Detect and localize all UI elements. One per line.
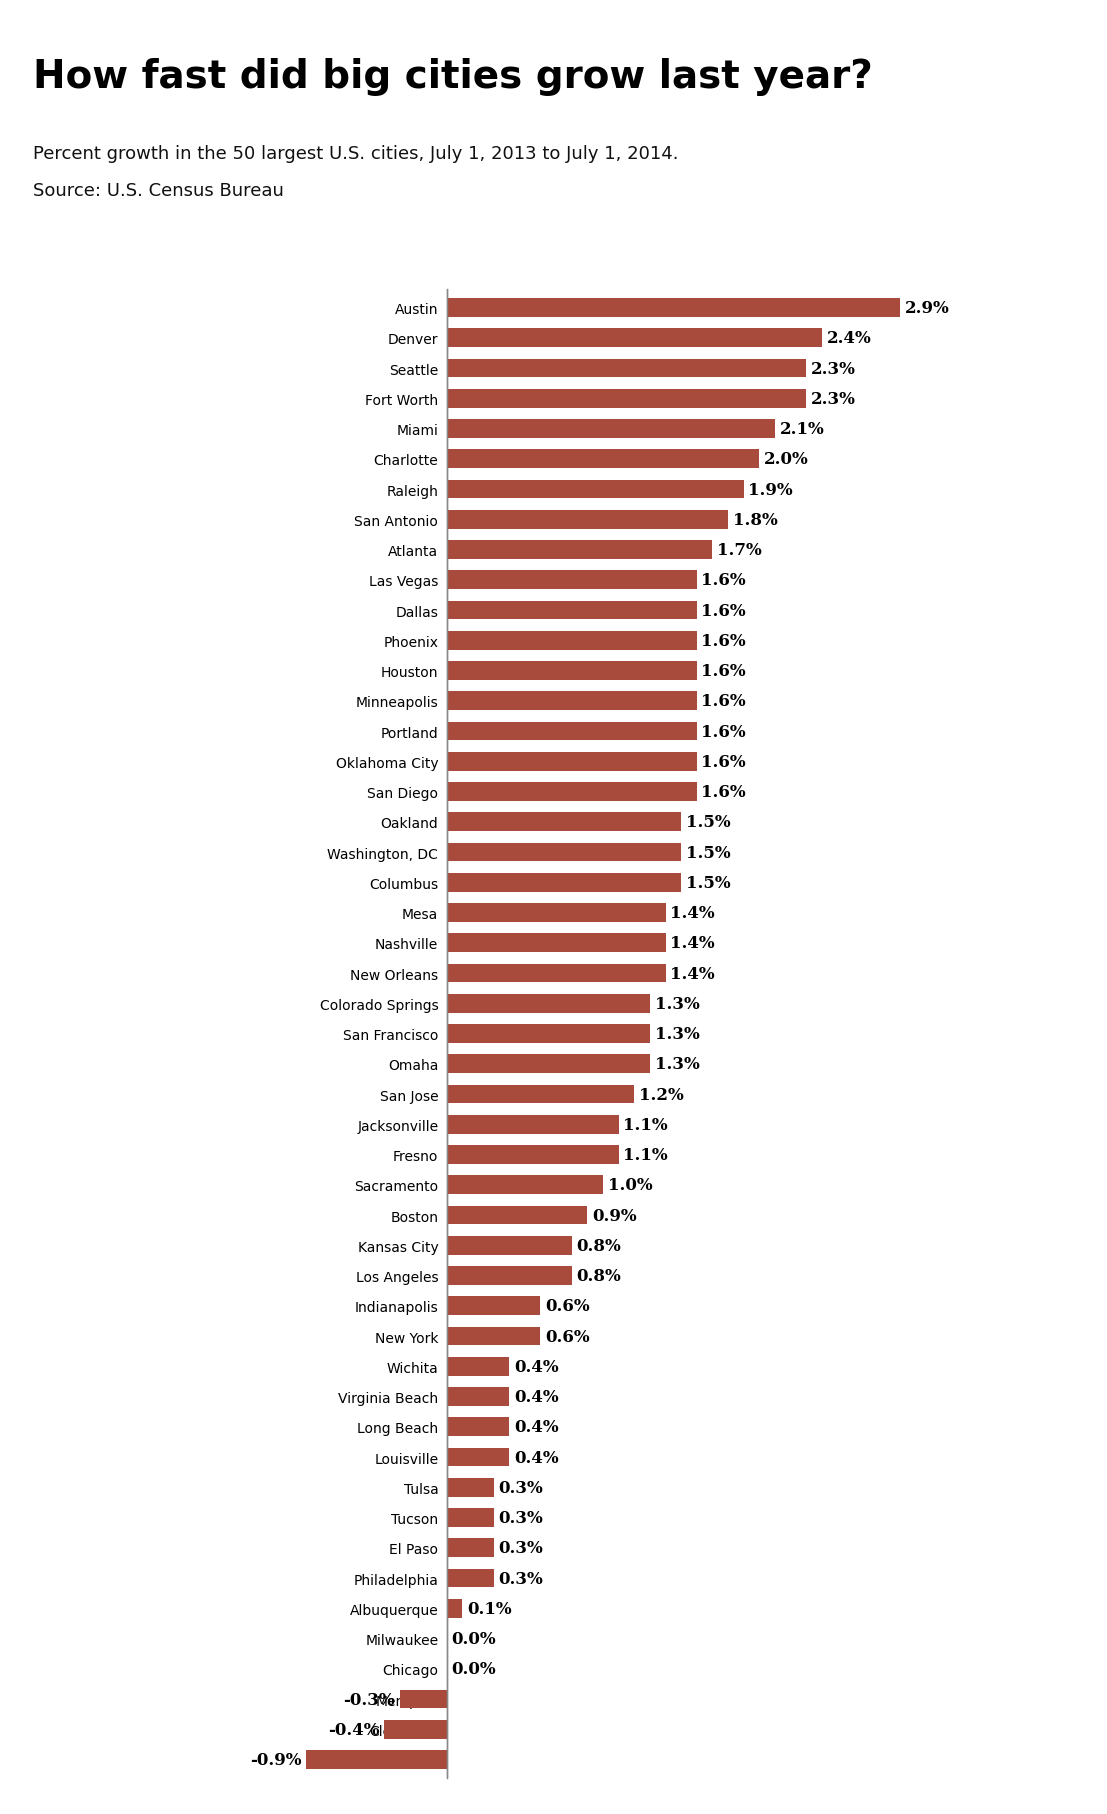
Bar — [447, 1569, 494, 1587]
Text: 0.4%: 0.4% — [514, 1419, 559, 1435]
Text: 2.4%: 2.4% — [827, 330, 871, 346]
Text: 1.6%: 1.6% — [702, 724, 746, 740]
Bar — [447, 1600, 463, 1618]
Text: 0.3%: 0.3% — [498, 1478, 544, 1497]
Text: 1.6%: 1.6% — [702, 784, 746, 800]
Text: Percent growth in the 50 largest U.S. cities, July 1, 2013 to July 1, 2014.: Percent growth in the 50 largest U.S. ci… — [33, 145, 679, 163]
Bar — [447, 330, 821, 348]
Text: 2.3%: 2.3% — [810, 390, 856, 408]
Bar — [447, 753, 696, 771]
Bar — [400, 1691, 447, 1709]
Text: 1.6%: 1.6% — [702, 602, 746, 619]
Text: -0.4%: -0.4% — [328, 1721, 380, 1738]
Bar — [447, 1237, 571, 1255]
Text: 0.4%: 0.4% — [514, 1388, 559, 1406]
Bar — [447, 1085, 634, 1103]
Bar — [447, 903, 665, 923]
Text: 1.5%: 1.5% — [686, 874, 731, 891]
Text: 0.8%: 0.8% — [577, 1237, 621, 1253]
Bar — [447, 934, 665, 952]
Text: 1.4%: 1.4% — [670, 905, 715, 922]
Bar — [447, 1419, 509, 1437]
Text: 0.3%: 0.3% — [498, 1509, 544, 1526]
Bar — [447, 421, 775, 439]
Text: 1.6%: 1.6% — [702, 662, 746, 680]
Bar — [384, 1720, 447, 1738]
Bar — [447, 813, 681, 831]
Text: 0.0%: 0.0% — [452, 1631, 496, 1647]
Bar — [447, 1146, 619, 1165]
Text: Source: U.S. Census Bureau: Source: U.S. Census Bureau — [33, 181, 284, 200]
Text: 2.1%: 2.1% — [779, 421, 825, 437]
Text: 1.1%: 1.1% — [623, 1116, 668, 1134]
Bar — [447, 1056, 650, 1074]
Bar — [447, 1025, 650, 1043]
Text: 1.1%: 1.1% — [623, 1146, 668, 1163]
Text: 0.4%: 0.4% — [514, 1449, 559, 1466]
Bar — [447, 722, 696, 742]
Text: 1.5%: 1.5% — [686, 814, 731, 831]
Bar — [447, 1328, 540, 1346]
Bar — [447, 1388, 509, 1406]
Bar — [447, 662, 696, 680]
Text: 1.4%: 1.4% — [670, 934, 715, 952]
Text: How fast did big cities grow last year?: How fast did big cities grow last year? — [33, 58, 873, 96]
Text: 0.4%: 0.4% — [514, 1359, 559, 1375]
Bar — [447, 541, 713, 561]
Bar — [447, 512, 728, 530]
Text: 2.9%: 2.9% — [904, 299, 950, 317]
Text: 0.1%: 0.1% — [467, 1600, 511, 1616]
Bar — [447, 1509, 494, 1527]
Bar — [447, 874, 681, 892]
Bar — [447, 994, 650, 1014]
Text: 1.4%: 1.4% — [670, 965, 715, 981]
Bar — [447, 602, 696, 620]
Bar — [447, 481, 744, 499]
Text: 1.6%: 1.6% — [702, 571, 746, 590]
Text: 1.6%: 1.6% — [702, 633, 746, 649]
Text: 1.5%: 1.5% — [686, 844, 731, 862]
Text: 1.3%: 1.3% — [654, 1056, 700, 1072]
Bar — [447, 631, 696, 651]
Bar — [447, 390, 806, 408]
Bar — [447, 299, 900, 317]
Bar — [447, 784, 696, 802]
Bar — [447, 1116, 619, 1134]
Bar — [447, 1297, 540, 1315]
Bar — [447, 965, 665, 983]
Text: 1.6%: 1.6% — [702, 693, 746, 709]
Text: 2.0%: 2.0% — [764, 452, 809, 468]
Bar — [447, 1266, 571, 1284]
Text: 1.2%: 1.2% — [639, 1087, 684, 1103]
Text: 0.8%: 0.8% — [577, 1268, 621, 1284]
Text: 1.9%: 1.9% — [748, 481, 793, 499]
Text: 1.3%: 1.3% — [654, 996, 700, 1012]
Bar — [447, 359, 806, 379]
Bar — [447, 1448, 509, 1466]
Text: 2.3%: 2.3% — [810, 361, 856, 377]
Text: 1.6%: 1.6% — [702, 753, 746, 771]
Bar — [447, 571, 696, 590]
Bar — [447, 1478, 494, 1497]
Text: 1.0%: 1.0% — [608, 1177, 652, 1194]
Bar — [447, 450, 759, 470]
Text: 0.6%: 0.6% — [545, 1328, 590, 1344]
Text: 1.7%: 1.7% — [717, 542, 762, 559]
Bar — [306, 1751, 447, 1769]
Text: 0.0%: 0.0% — [452, 1660, 496, 1678]
Text: -0.9%: -0.9% — [250, 1751, 301, 1769]
Text: -0.3%: -0.3% — [343, 1691, 395, 1707]
Text: 0.9%: 0.9% — [592, 1206, 637, 1224]
Text: 0.6%: 0.6% — [545, 1297, 590, 1315]
Text: 0.3%: 0.3% — [498, 1540, 544, 1556]
Text: 1.3%: 1.3% — [654, 1025, 700, 1043]
Bar — [447, 1538, 494, 1556]
Bar — [447, 1357, 509, 1377]
Bar — [447, 844, 681, 862]
Bar — [447, 1175, 603, 1194]
Bar — [447, 693, 696, 711]
Text: 1.8%: 1.8% — [733, 512, 777, 528]
Text: 0.3%: 0.3% — [498, 1569, 544, 1587]
Bar — [447, 1206, 588, 1224]
